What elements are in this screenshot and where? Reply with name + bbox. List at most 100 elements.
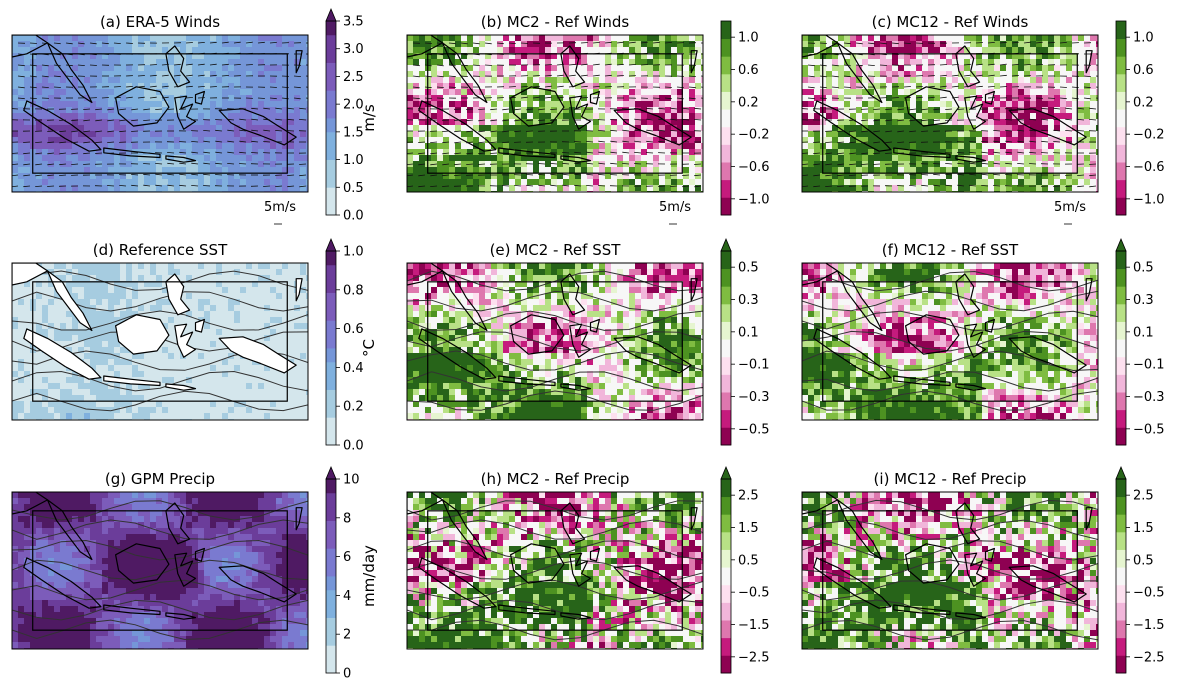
field-cell: [306, 71, 308, 77]
field-cell: [593, 173, 599, 179]
field-cell: [300, 179, 306, 185]
field-cell: [198, 263, 204, 269]
field-cell: [1006, 179, 1012, 185]
field-cell: [138, 299, 144, 305]
field-cell: [246, 83, 252, 89]
wind-vector: [813, 174, 821, 177]
field-cell: [216, 35, 222, 41]
field-cell: [491, 167, 497, 173]
field-cell: [665, 41, 671, 47]
field-cell: [880, 167, 886, 173]
field-cell: [826, 137, 832, 143]
wind-vector: [47, 152, 55, 155]
field-cell: [72, 155, 78, 161]
field-cell: [581, 137, 587, 143]
wind-vector: [203, 151, 211, 154]
field-cell: [952, 113, 958, 119]
field-cell: [539, 41, 545, 47]
field-cell: [575, 35, 581, 41]
field-cell: [437, 77, 443, 83]
field-cell: [138, 179, 144, 185]
field-cell: [192, 173, 198, 179]
field-cell: [802, 47, 808, 53]
field-cell: [60, 41, 66, 47]
wind-vector: [622, 140, 630, 143]
field-cell: [276, 263, 282, 269]
field-cell: [1030, 65, 1036, 71]
field-cell: [521, 125, 527, 131]
field-cell: [120, 275, 126, 281]
field-cell: [294, 305, 300, 311]
field-cell: [102, 119, 108, 125]
field-cell: [1090, 35, 1096, 41]
wind-vector: [807, 53, 815, 55]
colorbar-segment: [721, 144, 731, 163]
wind-vector: [634, 140, 642, 143]
field-cell: [545, 77, 551, 83]
field-cell: [192, 281, 198, 287]
field-cell: [527, 179, 533, 185]
field-cell: [246, 311, 252, 317]
field-cell: [72, 89, 78, 95]
field-cell: [659, 101, 665, 107]
field-cell: [150, 35, 156, 41]
field-cell: [162, 149, 168, 155]
field-cell: [42, 317, 48, 323]
field-cell: [18, 317, 24, 323]
field-cell: [258, 179, 264, 185]
field-cell: [1084, 83, 1090, 89]
field-cell: [916, 173, 922, 179]
field-cell: [132, 299, 138, 305]
field-cell: [228, 185, 234, 191]
field-cell: [844, 161, 850, 167]
field-cell: [108, 143, 114, 149]
field-cell: [276, 101, 282, 107]
field-cell: [551, 101, 557, 107]
field-cell: [856, 125, 862, 131]
field-cell: [1000, 47, 1006, 53]
field-cell: [1000, 143, 1006, 149]
field-cell: [808, 119, 814, 125]
field-cell: [647, 143, 653, 149]
field-cell: [276, 143, 282, 149]
field-cell: [264, 131, 270, 137]
field-cell: [258, 119, 264, 125]
field-cell: [144, 299, 150, 305]
field-cell: [910, 53, 916, 59]
wind-vector: [670, 130, 678, 132]
field-cell: [671, 137, 677, 143]
field-cell: [988, 59, 994, 65]
field-cell: [108, 65, 114, 71]
field-cell: [258, 269, 264, 275]
field-cell: [449, 53, 455, 59]
wind-vector: [502, 185, 510, 187]
field-cell: [904, 107, 910, 113]
field-cell: [814, 179, 820, 185]
field-cell: [473, 179, 479, 185]
field-cell: [1018, 41, 1024, 47]
field-cell: [982, 47, 988, 53]
field-cell: [557, 119, 563, 125]
field-cell: [886, 35, 892, 41]
field-cell: [952, 167, 958, 173]
field-cell: [563, 185, 569, 191]
wind-vector: [915, 42, 923, 44]
field-cell: [497, 155, 503, 161]
field-cell: [288, 47, 294, 53]
field-cell: [407, 179, 413, 185]
field-cell: [66, 143, 72, 149]
field-cell: [228, 47, 234, 53]
field-cell: [844, 71, 850, 77]
field-cell: [479, 113, 485, 119]
field-cell: [78, 167, 84, 173]
field-cell: [144, 41, 150, 47]
field-cell: [174, 167, 180, 173]
field-cell: [162, 65, 168, 71]
field-cell: [886, 167, 892, 173]
field-cell: [54, 59, 60, 65]
wind-vector: [299, 119, 307, 121]
wind-vector: [275, 118, 283, 121]
field-cell: [928, 83, 934, 89]
wind-vector: [185, 63, 193, 66]
field-cell: [54, 149, 60, 155]
